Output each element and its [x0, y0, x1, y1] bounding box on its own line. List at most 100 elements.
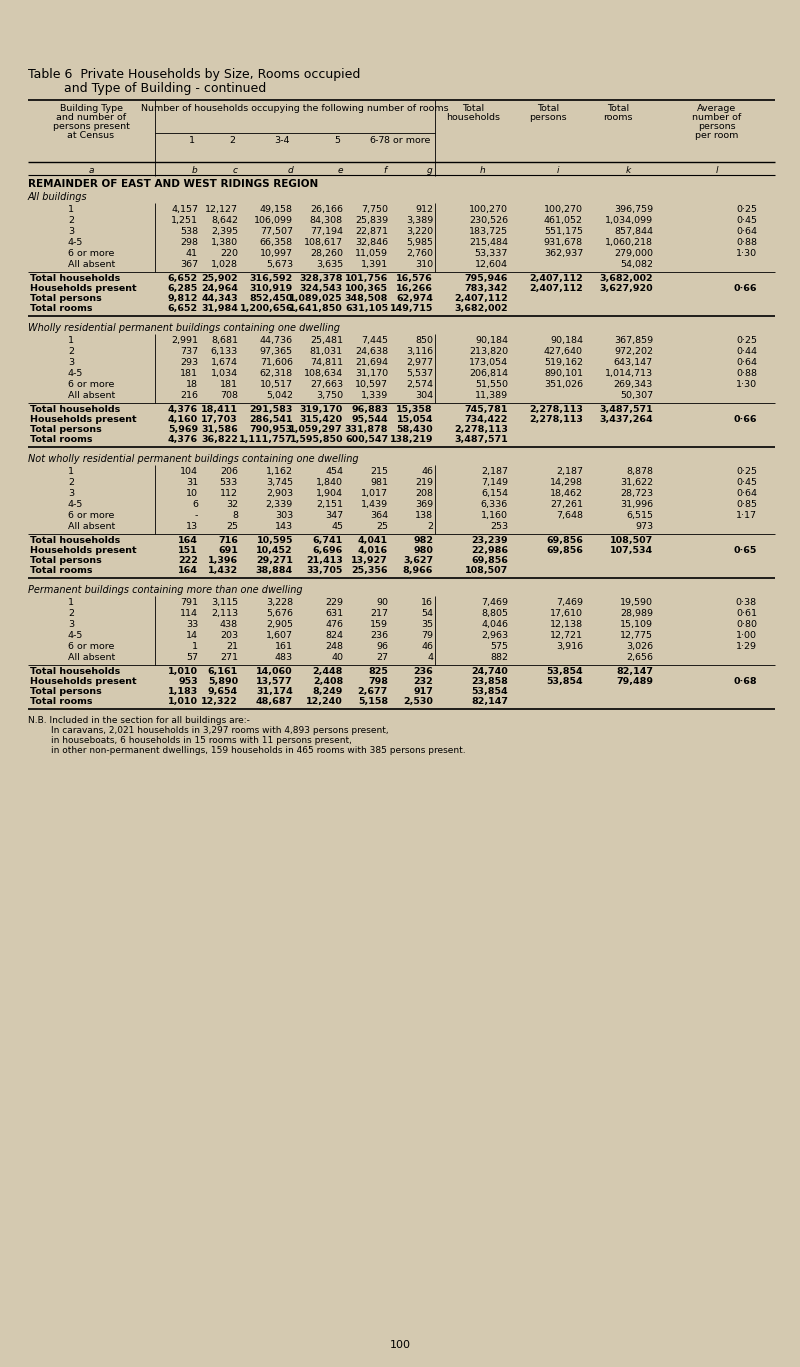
Text: -: - [194, 511, 198, 519]
Text: 2,407,112: 2,407,112 [530, 273, 583, 283]
Text: 4,157: 4,157 [171, 205, 198, 215]
Text: 53,854: 53,854 [546, 667, 583, 677]
Text: 973: 973 [635, 522, 653, 530]
Text: 8,966: 8,966 [402, 566, 433, 576]
Text: Total households: Total households [30, 405, 120, 414]
Text: 100,270: 100,270 [544, 205, 583, 215]
Text: 32,846: 32,846 [355, 238, 388, 247]
Text: a: a [88, 165, 94, 175]
Text: 17,610: 17,610 [550, 610, 583, 618]
Text: 0·66: 0·66 [734, 416, 757, 424]
Text: 1,200,656: 1,200,656 [239, 303, 293, 313]
Text: 4-5: 4-5 [68, 238, 83, 247]
Text: 3,682,002: 3,682,002 [454, 303, 508, 313]
Text: 791: 791 [180, 597, 198, 607]
Text: 12,721: 12,721 [550, 632, 583, 640]
Text: 101,756: 101,756 [345, 273, 388, 283]
Text: 253: 253 [490, 522, 508, 530]
Text: 2,677: 2,677 [358, 688, 388, 696]
Text: Total rooms: Total rooms [30, 303, 93, 313]
Text: 551,175: 551,175 [544, 227, 583, 236]
Text: 31,984: 31,984 [201, 303, 238, 313]
Text: Number of households occupying the following number of rooms: Number of households occupying the follo… [141, 104, 449, 113]
Text: 304: 304 [415, 391, 433, 401]
Text: 248: 248 [325, 642, 343, 651]
Text: 8,249: 8,249 [313, 688, 343, 696]
Text: 66,358: 66,358 [260, 238, 293, 247]
Text: 13,577: 13,577 [256, 677, 293, 686]
Text: 1: 1 [68, 468, 74, 476]
Text: 10,452: 10,452 [256, 545, 293, 555]
Text: 0·88: 0·88 [736, 369, 757, 379]
Text: g: g [427, 165, 433, 175]
Text: 347: 347 [325, 511, 343, 519]
Text: 31: 31 [186, 478, 198, 487]
Text: 236: 236 [414, 667, 433, 677]
Text: 931,678: 931,678 [544, 238, 583, 247]
Text: d: d [287, 165, 293, 175]
Text: 5,676: 5,676 [266, 610, 293, 618]
Text: 1: 1 [189, 135, 195, 145]
Text: 95,544: 95,544 [351, 416, 388, 424]
Text: 100,270: 100,270 [469, 205, 508, 215]
Text: Total persons: Total persons [30, 556, 102, 565]
Text: 13: 13 [186, 522, 198, 530]
Text: 2,903: 2,903 [266, 489, 293, 498]
Text: 21,413: 21,413 [306, 556, 343, 565]
Text: 8 or more: 8 or more [384, 135, 430, 145]
Text: 6,285: 6,285 [168, 284, 198, 293]
Text: 2,407,112: 2,407,112 [454, 294, 508, 303]
Text: 3,115: 3,115 [211, 597, 238, 607]
Text: 14,298: 14,298 [550, 478, 583, 487]
Text: 8: 8 [232, 511, 238, 519]
Text: 106,099: 106,099 [254, 216, 293, 226]
Text: 2: 2 [68, 610, 74, 618]
Text: 0·64: 0·64 [736, 489, 757, 498]
Text: 2,408: 2,408 [313, 677, 343, 686]
Text: 161: 161 [275, 642, 293, 651]
Text: 3,228: 3,228 [266, 597, 293, 607]
Text: 1,904: 1,904 [316, 489, 343, 498]
Text: 15,054: 15,054 [397, 416, 433, 424]
Text: 11,059: 11,059 [355, 249, 388, 258]
Text: Table 6  Private Households by Size, Rooms occupied: Table 6 Private Households by Size, Room… [28, 68, 360, 81]
Text: 4,160: 4,160 [168, 416, 198, 424]
Text: 215,484: 215,484 [469, 238, 508, 247]
Text: 2,339: 2,339 [266, 500, 293, 509]
Text: 7,149: 7,149 [481, 478, 508, 487]
Text: 303: 303 [274, 511, 293, 519]
Text: 369: 369 [415, 500, 433, 509]
Text: 22,986: 22,986 [471, 545, 508, 555]
Text: 220: 220 [220, 249, 238, 258]
Text: 9,654: 9,654 [208, 688, 238, 696]
Text: 25,839: 25,839 [355, 216, 388, 226]
Text: 331,878: 331,878 [345, 425, 388, 433]
Text: 454: 454 [325, 468, 343, 476]
Text: 538: 538 [180, 227, 198, 236]
Text: 293: 293 [180, 358, 198, 366]
Text: 100,365: 100,365 [345, 284, 388, 293]
Text: 53,854: 53,854 [471, 688, 508, 696]
Text: 10,595: 10,595 [257, 536, 293, 545]
Text: Total persons: Total persons [30, 425, 102, 433]
Text: 4-5: 4-5 [68, 500, 83, 509]
Text: 3: 3 [68, 358, 74, 366]
Text: 3-4: 3-4 [274, 135, 290, 145]
Text: 1,089,025: 1,089,025 [290, 294, 343, 303]
Text: 82,147: 82,147 [616, 667, 653, 677]
Text: 10,997: 10,997 [260, 249, 293, 258]
Text: 982: 982 [413, 536, 433, 545]
Text: 0·25: 0·25 [736, 205, 757, 215]
Text: 980: 980 [413, 545, 433, 555]
Text: All buildings: All buildings [28, 191, 88, 202]
Text: 13,927: 13,927 [351, 556, 388, 565]
Text: 12,138: 12,138 [550, 621, 583, 629]
Text: 631,105: 631,105 [345, 303, 388, 313]
Text: 708: 708 [220, 391, 238, 401]
Text: 1·30: 1·30 [736, 380, 757, 390]
Text: 310,919: 310,919 [250, 284, 293, 293]
Text: 96,883: 96,883 [351, 405, 388, 414]
Text: Total rooms: Total rooms [30, 435, 93, 444]
Text: Total: Total [537, 104, 559, 113]
Text: 10: 10 [186, 489, 198, 498]
